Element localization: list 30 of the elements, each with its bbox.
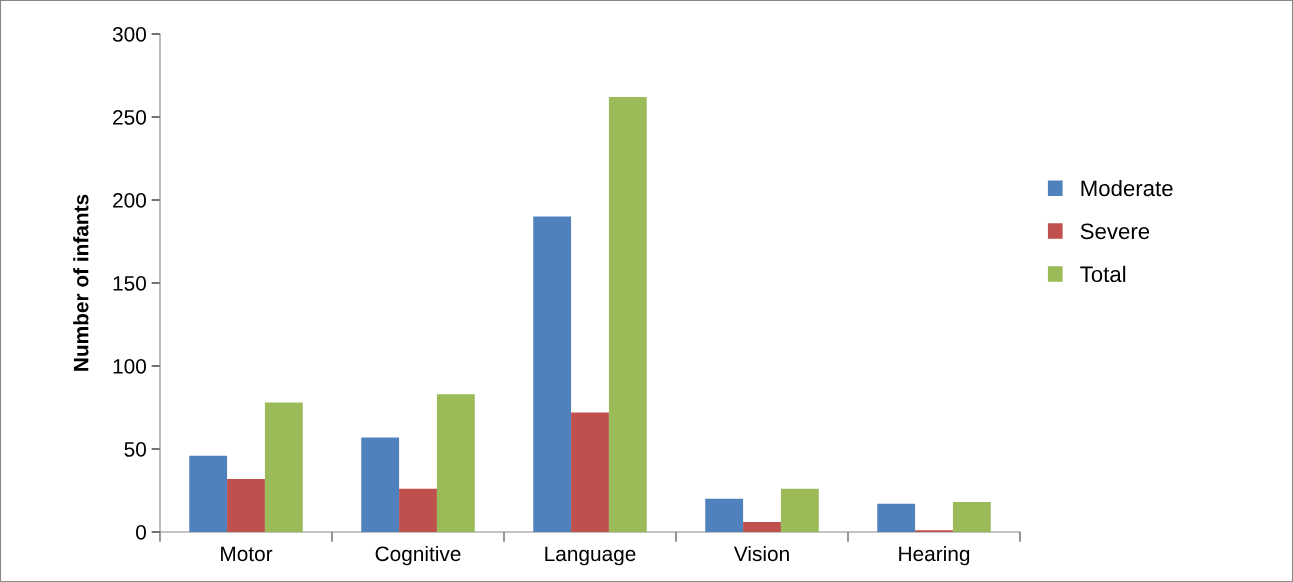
bar bbox=[189, 455, 228, 532]
y-tick-label: 200 bbox=[113, 193, 146, 208]
y-tick-label: 150 bbox=[113, 276, 146, 291]
bar bbox=[571, 412, 609, 532]
bar bbox=[264, 402, 303, 532]
bar bbox=[227, 478, 265, 532]
y-tick-label: 250 bbox=[113, 110, 146, 125]
bar bbox=[743, 522, 781, 532]
bar bbox=[705, 498, 744, 532]
bar bbox=[361, 437, 400, 532]
bar bbox=[533, 216, 572, 532]
legend-label: Total bbox=[1080, 265, 1126, 283]
x-tick-label: Motor bbox=[221, 546, 273, 562]
x-tick-label: Language bbox=[545, 546, 636, 566]
y-tick-label: 300 bbox=[112, 27, 146, 42]
y-tick-label: 0 bbox=[136, 525, 146, 540]
bar bbox=[436, 394, 475, 532]
bar bbox=[399, 488, 437, 532]
x-tick-label: Vision bbox=[733, 545, 789, 562]
bar bbox=[877, 503, 916, 532]
y-tick-label: 50 bbox=[124, 442, 146, 457]
y-tick-label: 100 bbox=[113, 359, 146, 374]
bar bbox=[780, 488, 819, 532]
x-tick-label: Hearing bbox=[899, 545, 970, 566]
y-axis-title: Number of infants bbox=[73, 194, 89, 371]
bar bbox=[952, 502, 991, 532]
bar bbox=[608, 97, 647, 532]
legend-label: Moderate bbox=[1081, 179, 1173, 197]
x-tick-label: Cognitive bbox=[375, 545, 461, 566]
legend-label: Severe bbox=[1080, 223, 1150, 240]
